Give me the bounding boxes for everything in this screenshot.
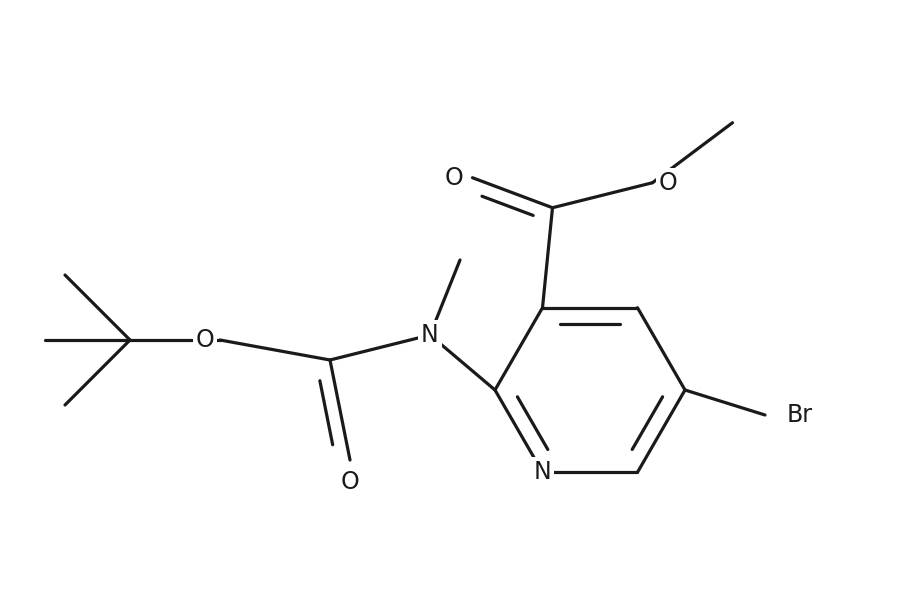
Text: O: O — [340, 470, 359, 494]
Text: O: O — [445, 166, 464, 190]
Text: N: N — [421, 323, 438, 347]
Text: O: O — [659, 170, 677, 195]
Text: O: O — [196, 328, 214, 352]
Text: N: N — [533, 460, 551, 485]
Text: Br: Br — [786, 403, 812, 427]
